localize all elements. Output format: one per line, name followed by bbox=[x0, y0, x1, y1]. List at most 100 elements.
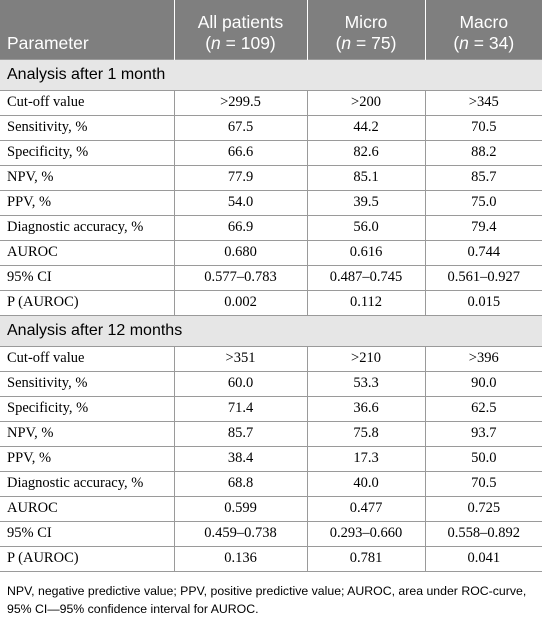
table-body: Analysis after 1 month Cut-off value >299.… bbox=[0, 58, 542, 572]
table-row: Specificity, % 71.4 36.6 62.5 bbox=[0, 395, 542, 422]
row-value: 70.5 bbox=[424, 470, 542, 497]
header-col-n: = 34) bbox=[468, 32, 515, 53]
header-col-n-var: n bbox=[341, 32, 352, 53]
header-col-name: Macro bbox=[459, 11, 509, 32]
table-footnote: NPV, negative predictive value; PPV, pos… bbox=[7, 584, 527, 616]
row-label: Specificity, % bbox=[0, 139, 175, 166]
row-value: >345 bbox=[424, 89, 542, 116]
row-value: 0.599 bbox=[173, 495, 308, 522]
row-label: Diagnostic accuracy, % bbox=[0, 214, 175, 241]
table-row: Cut-off value >351 >210 >396 bbox=[0, 345, 542, 372]
row-label: P (AUROC) bbox=[0, 545, 175, 572]
results-table: Parameter All patients (n = 109) Micro (… bbox=[0, 0, 542, 572]
row-value: 0.680 bbox=[173, 239, 308, 266]
row-value: 0.293–0.660 bbox=[306, 520, 426, 547]
table-row: Cut-off value >299.5 >200 >345 bbox=[0, 89, 542, 116]
row-value: 75.0 bbox=[424, 189, 542, 216]
section-title: Analysis after 1 month bbox=[0, 58, 542, 91]
row-value: 0.112 bbox=[306, 289, 426, 316]
section-title: Analysis after 12 months bbox=[0, 314, 542, 347]
row-value: 39.5 bbox=[306, 189, 426, 216]
table-row: P (AUROC) 0.136 0.781 0.041 bbox=[0, 545, 542, 572]
row-label: Sensitivity, % bbox=[0, 114, 175, 141]
row-value: 0.561–0.927 bbox=[424, 264, 542, 291]
table-row: NPV, % 77.9 85.1 85.7 bbox=[0, 164, 542, 191]
table-row: Diagnostic accuracy, % 68.8 40.0 70.5 bbox=[0, 470, 542, 497]
header-col-n: = 109) bbox=[220, 32, 276, 53]
table-row: Sensitivity, % 60.0 53.3 90.0 bbox=[0, 370, 542, 397]
row-value: 0.725 bbox=[424, 495, 542, 522]
row-label: PPV, % bbox=[0, 189, 175, 216]
row-label: AUROC bbox=[0, 495, 175, 522]
row-value: 38.4 bbox=[173, 445, 308, 472]
table-row: 95% CI 0.459–0.738 0.293–0.660 0.558–0.892 bbox=[0, 520, 542, 547]
header-col-n-var: n bbox=[459, 32, 469, 53]
row-label: P (AUROC) bbox=[0, 289, 175, 316]
row-value: 77.9 bbox=[173, 164, 308, 191]
row-value: 85.7 bbox=[173, 420, 308, 447]
header-micro: Micro (n = 75) bbox=[307, 0, 426, 59]
row-value: >210 bbox=[306, 345, 426, 372]
section-header-row: Analysis after 12 months bbox=[0, 314, 542, 347]
row-value: >396 bbox=[424, 345, 542, 372]
row-value: 68.8 bbox=[173, 470, 308, 497]
header-all-patients: All patients (n = 109) bbox=[174, 0, 308, 59]
row-value: >351 bbox=[173, 345, 308, 372]
table-row: Specificity, % 66.6 82.6 88.2 bbox=[0, 139, 542, 166]
row-value: 0.744 bbox=[424, 239, 542, 266]
row-value: 70.5 bbox=[424, 114, 542, 141]
row-value: 79.4 bbox=[424, 214, 542, 241]
row-value: 90.0 bbox=[424, 370, 542, 397]
row-value: 60.0 bbox=[173, 370, 308, 397]
row-label: NPV, % bbox=[0, 164, 175, 191]
table-header: Parameter All patients (n = 109) Micro (… bbox=[0, 0, 542, 59]
table-row: AUROC 0.599 0.477 0.725 bbox=[0, 495, 542, 522]
results-table-container: Parameter All patients (n = 109) Micro (… bbox=[0, 0, 542, 572]
row-value: 44.2 bbox=[306, 114, 426, 141]
row-value: >200 bbox=[306, 89, 426, 116]
row-value: 40.0 bbox=[306, 470, 426, 497]
header-parameter: Parameter bbox=[0, 0, 175, 59]
row-label: NPV, % bbox=[0, 420, 175, 447]
row-value: 62.5 bbox=[424, 395, 542, 422]
row-label: PPV, % bbox=[0, 445, 175, 472]
row-value: 0.558–0.892 bbox=[424, 520, 542, 547]
row-value: 85.7 bbox=[424, 164, 542, 191]
row-value: 93.7 bbox=[424, 420, 542, 447]
row-label: Diagnostic accuracy, % bbox=[0, 470, 175, 497]
row-value: 0.577–0.783 bbox=[173, 264, 308, 291]
table-row: P (AUROC) 0.002 0.112 0.015 bbox=[0, 289, 542, 316]
row-value: 66.6 bbox=[173, 139, 308, 166]
row-value: >299.5 bbox=[173, 89, 308, 116]
row-value: 50.0 bbox=[424, 445, 542, 472]
header-col-n-prefix: ( bbox=[205, 32, 212, 53]
row-value: 0.487–0.745 bbox=[306, 264, 426, 291]
row-value: 0.459–0.738 bbox=[173, 520, 308, 547]
row-value: 0.041 bbox=[424, 545, 542, 572]
row-label: Sensitivity, % bbox=[0, 370, 175, 397]
section-header-row: Analysis after 1 month bbox=[0, 58, 542, 91]
header-col-n-prefix: ( bbox=[453, 32, 460, 53]
table-row: 95% CI 0.577–0.783 0.487–0.745 0.561–0.927 bbox=[0, 264, 542, 291]
table-row: PPV, % 38.4 17.3 50.0 bbox=[0, 445, 542, 472]
table-row: NPV, % 85.7 75.8 93.7 bbox=[0, 420, 542, 447]
row-label: 95% CI bbox=[0, 520, 175, 547]
header-col-n-prefix: ( bbox=[335, 32, 342, 53]
row-label: Cut-off value bbox=[0, 345, 175, 372]
row-value: 0.002 bbox=[173, 289, 308, 316]
table-row: Diagnostic accuracy, % 66.9 56.0 79.4 bbox=[0, 214, 542, 241]
row-value: 66.9 bbox=[173, 214, 308, 241]
row-value: 0.616 bbox=[306, 239, 426, 266]
row-label: Specificity, % bbox=[0, 395, 175, 422]
row-label: Cut-off value bbox=[0, 89, 175, 116]
row-value: 85.1 bbox=[306, 164, 426, 191]
table-row: PPV, % 54.0 39.5 75.0 bbox=[0, 189, 542, 216]
header-col-n: = 75) bbox=[351, 32, 397, 53]
row-value: 67.5 bbox=[173, 114, 308, 141]
row-value: 17.3 bbox=[306, 445, 426, 472]
row-value: 56.0 bbox=[306, 214, 426, 241]
row-value: 75.8 bbox=[306, 420, 426, 447]
row-label: AUROC bbox=[0, 239, 175, 266]
row-value: 36.6 bbox=[306, 395, 426, 422]
row-value: 53.3 bbox=[306, 370, 426, 397]
